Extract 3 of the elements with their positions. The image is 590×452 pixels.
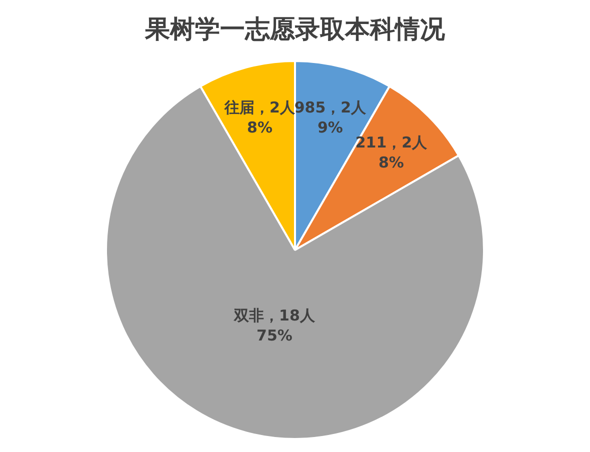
chart-title: 果树学一志愿录取本科情况 [144,14,446,44]
slice-label: 211，2人 8% [355,134,428,172]
slice-label: 双非，18人 75% [233,306,316,345]
